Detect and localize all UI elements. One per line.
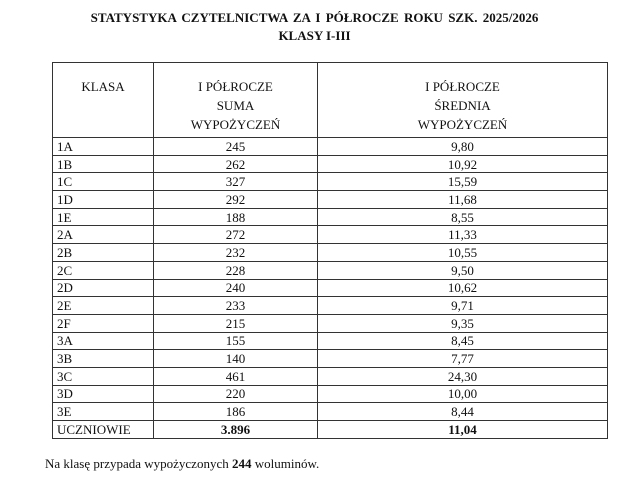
cell-suma: 215 — [153, 313, 318, 333]
table-row: 1A 245 9,80 — [52, 137, 608, 156]
table-row: 1B 262 10,92 — [52, 154, 608, 174]
table-row: 3C 461 24,30 — [52, 366, 608, 386]
summary-note: Na klasę przypada wypożyczonych 244 wolu… — [45, 456, 319, 472]
cell-suma: 232 — [153, 243, 318, 262]
cell-suma: 262 — [153, 154, 318, 174]
cell-srednia: 8,55 — [317, 207, 608, 227]
cell-klasa: 1B — [52, 154, 154, 174]
table-row: 2C 228 9,50 — [52, 260, 608, 280]
cell-klasa: 3C — [52, 366, 154, 386]
header-srednia: I PÓŁROCZE ŚREDNIA WYPOŻYCZEŃ — [317, 62, 608, 138]
table-row: 3B 140 7,77 — [52, 349, 608, 368]
cell-klasa: 1D — [52, 190, 154, 209]
table-row: 2A 272 11,33 — [52, 225, 608, 245]
cell-srednia: 10,62 — [317, 278, 608, 298]
cell-suma: 240 — [153, 278, 318, 298]
cell-klasa: 1C — [52, 172, 154, 192]
cell-klasa: 2D — [52, 278, 154, 298]
cell-suma: 140 — [153, 349, 318, 368]
summary-text: Na klasę przypada wypożyczonych — [45, 456, 232, 471]
cell-srednia: 8,44 — [317, 402, 608, 421]
cell-klasa: 2F — [52, 313, 154, 333]
cell-klasa: UCZNIOWIE — [52, 420, 154, 439]
cell-srednia: 7,77 — [317, 349, 608, 368]
table-row: 2E 233 9,71 — [52, 296, 608, 315]
header-srednia-line: ŚREDNIA — [434, 98, 491, 113]
header-srednia-line: WYPOŻYCZEŃ — [417, 117, 508, 132]
cell-suma: 186 — [153, 402, 318, 421]
table-row: 3D 220 10,00 — [52, 384, 608, 404]
document-title: STATYSTYKA CZYTELNICTWA ZA I PÓŁROCZE RO… — [90, 10, 539, 25]
header-row: KLASA I PÓŁROCZE SUMA WYPOŻYCZEŃ I PÓŁRO… — [52, 62, 608, 138]
cell-klasa: 1E — [52, 207, 154, 227]
cell-suma: 188 — [153, 207, 318, 227]
cell-klasa: 2C — [52, 260, 154, 280]
header-suma-line: SUMA — [216, 98, 255, 113]
cell-suma: 155 — [153, 331, 318, 351]
cell-klasa: 3B — [52, 349, 154, 368]
cell-suma: 327 — [153, 172, 318, 192]
cell-srednia: 10,92 — [317, 154, 608, 174]
cell-klasa: 3D — [52, 384, 154, 404]
cell-klasa: 3E — [52, 402, 154, 421]
cell-suma: 461 — [153, 366, 318, 386]
cell-srednia: 11,33 — [317, 225, 608, 245]
table-row: 2B 232 10,55 — [52, 243, 608, 262]
table-row: 2F 215 9,35 — [52, 313, 608, 333]
cell-srednia: 9,71 — [317, 296, 608, 315]
header-suma: I PÓŁROCZE SUMA WYPOŻYCZEŃ — [153, 62, 318, 138]
table-row: 1C 327 15,59 — [52, 172, 608, 192]
table-row: 2D 240 10,62 — [52, 278, 608, 298]
statistics-table: KLASA I PÓŁROCZE SUMA WYPOŻYCZEŃ I PÓŁRO… — [52, 62, 608, 439]
table-row: 1E 188 8,55 — [52, 207, 608, 227]
table-row: 3E 186 8,44 — [52, 402, 608, 421]
cell-srednia: 10,55 — [317, 243, 608, 262]
cell-srednia: 24,30 — [317, 366, 608, 386]
cell-srednia: 8,45 — [317, 331, 608, 351]
cell-srednia: 9,35 — [317, 313, 608, 333]
cell-suma: 292 — [153, 190, 318, 209]
cell-suma: 228 — [153, 260, 318, 280]
cell-suma: 3.896 — [153, 420, 318, 439]
cell-klasa: 1A — [52, 137, 154, 156]
cell-klasa: 3A — [52, 331, 154, 351]
cell-srednia: 9,80 — [317, 137, 608, 156]
cell-klasa: 2B — [52, 243, 154, 262]
cell-srednia: 11,68 — [317, 190, 608, 209]
cell-srednia: 15,59 — [317, 172, 608, 192]
cell-srednia: 11,04 — [317, 420, 608, 439]
cell-suma: 233 — [153, 296, 318, 315]
summary-value: 244 — [231, 456, 252, 471]
header-klasa: KLASA — [52, 62, 154, 138]
cell-klasa: 2A — [52, 225, 154, 245]
cell-suma: 272 — [153, 225, 318, 245]
document-subtitle: KLASY I-III — [278, 28, 351, 43]
cell-srednia: 9,50 — [317, 260, 608, 280]
cell-klasa: 2E — [52, 296, 154, 315]
cell-suma: 220 — [153, 384, 318, 404]
header-srednia-line: I PÓŁROCZE — [425, 79, 500, 94]
cell-srednia: 10,00 — [317, 384, 608, 404]
table-row: UCZNIOWIE 3.896 11,04 — [52, 420, 608, 439]
header-suma-line: WYPOŻYCZEŃ — [190, 117, 281, 132]
cell-suma: 245 — [153, 137, 318, 156]
summary-text-end: woluminów. — [251, 456, 320, 471]
table-row: 1D 292 11,68 — [52, 190, 608, 209]
table-row: 3A 155 8,45 — [52, 331, 608, 351]
header-suma-line: I PÓŁROCZE — [198, 79, 273, 94]
